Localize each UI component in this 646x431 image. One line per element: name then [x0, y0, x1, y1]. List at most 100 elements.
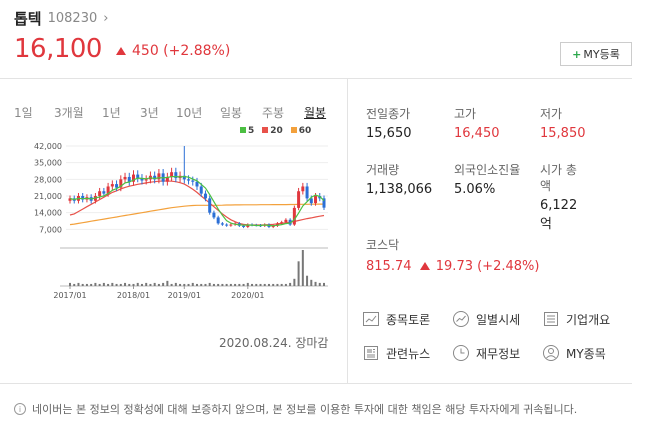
volume-bar — [246, 282, 249, 286]
stat-label: 시가 총액 — [540, 163, 577, 193]
legend-ma20: 20 — [262, 126, 283, 136]
link-label: 재무정보 — [476, 346, 521, 361]
stat-market-cap: 시가 총액 6,122억 — [540, 162, 577, 232]
volume-bar — [293, 278, 296, 286]
price-change-text: 450 (+2.88%) — [132, 43, 231, 59]
volume-bar — [314, 281, 317, 286]
period-tabs: 1일 3개월 1년 3년 10년 일봉 주봉 월봉 — [14, 104, 344, 121]
candle-body — [246, 224, 250, 227]
legend-label: 60 — [298, 126, 312, 136]
candle-body — [157, 173, 161, 180]
divider — [0, 383, 632, 384]
link-related-news[interactable]: 관련뉴스 — [362, 344, 430, 362]
y-tick-label: 7,000 — [39, 225, 62, 234]
my-register-label: MY등록 — [583, 48, 620, 61]
candle-body — [127, 176, 131, 182]
volume-bar — [90, 283, 93, 286]
my-register-button[interactable]: + MY등록 — [560, 42, 632, 66]
volume-bar — [85, 283, 88, 286]
link-financial-info[interactable]: 재무정보 — [452, 344, 520, 362]
candle-body — [301, 186, 305, 192]
volume-bar — [191, 282, 194, 286]
legend-label: 20 — [270, 126, 283, 136]
disclaimer-text: 네이버는 본 정보의 정확성에 대해 보증하지 않으며, 본 정보를 이용한 투… — [32, 403, 578, 416]
link-company-overview[interactable]: 기업개요 — [542, 310, 610, 328]
x-tick-label: 2020/01 — [231, 291, 264, 300]
volume-bar — [289, 282, 292, 286]
volume-bar — [323, 282, 325, 286]
candle-body — [225, 224, 229, 226]
link-label: 기업개요 — [566, 312, 611, 327]
trade-date: 2020.08.24. 장마감 — [219, 336, 329, 350]
kosdaq-value-row: 815.74 19.73 (+2.48%) — [366, 259, 539, 274]
kosdaq-value: 815.74 — [366, 259, 412, 274]
legend-ma60: 60 — [290, 126, 312, 136]
volume-bar — [153, 282, 156, 286]
tab-10y[interactable]: 10년 — [176, 106, 203, 120]
stat-foreign-ratio: 외국인소진율 5.06% — [454, 162, 526, 197]
stock-name[interactable]: 톱텍 — [14, 10, 42, 28]
y-tick-label: 28,000 — [34, 175, 62, 184]
chart-legend: 5 20 60 — [240, 126, 311, 136]
discussion-icon — [363, 312, 379, 326]
tab-3y[interactable]: 3년 — [140, 106, 159, 120]
link-discussion[interactable]: 종목토론 — [362, 310, 430, 328]
volume-bar — [183, 283, 186, 286]
candle-body — [216, 217, 220, 224]
kosdaq-label: 코스닥 — [366, 238, 400, 252]
link-daily-price[interactable]: 일별시세 — [452, 310, 520, 328]
volume-bar — [77, 282, 80, 286]
stock-code: 108230 — [47, 11, 98, 26]
volume-bar — [251, 283, 254, 286]
candle-body — [115, 184, 119, 188]
legend-swatch — [290, 127, 297, 133]
volume-bar — [284, 283, 287, 286]
price-chart[interactable]: 42,000 35,000 28,000 21,000 14,000 7,000 2017/… — [14, 138, 334, 310]
y-tick-label: 42,000 — [34, 142, 62, 151]
y-tick-label: 14,000 — [34, 209, 62, 218]
volume-bar — [73, 283, 76, 286]
candle-body — [144, 179, 148, 181]
stat-value: 15,650 — [366, 126, 412, 141]
link-label: MY종목 — [566, 346, 606, 361]
stat-low: 저가 15,850 — [540, 106, 586, 141]
tab-3m[interactable]: 3개월 — [54, 106, 84, 120]
volume-bar — [162, 282, 165, 286]
x-tick-label: 2017/01 — [53, 291, 86, 300]
candle-body — [212, 212, 216, 218]
stat-value: 5.06% — [454, 182, 496, 197]
stat-label: 전일종가 — [366, 107, 411, 121]
candle-body — [203, 193, 207, 199]
chevron-right-icon[interactable]: › — [103, 11, 109, 26]
ma60-line — [69, 203, 324, 226]
candle-body — [220, 223, 224, 225]
tab-monthly[interactable]: 월봉 — [304, 106, 327, 120]
plus-icon: + — [572, 47, 582, 61]
candle-body — [102, 191, 106, 194]
link-my-stocks[interactable]: MY종목 — [542, 344, 606, 362]
candle-body — [136, 174, 140, 179]
tab-1y[interactable]: 1년 — [102, 106, 121, 120]
volume-bar — [140, 283, 143, 286]
candle-body — [153, 175, 157, 180]
candle-body — [309, 198, 313, 204]
tab-weekly[interactable]: 주봉 — [262, 106, 285, 120]
volume-bar — [115, 283, 118, 286]
volume-bar — [166, 280, 169, 286]
candle-body — [284, 219, 288, 223]
list-icon — [544, 312, 558, 326]
price-change: 450 (+2.88%) — [116, 43, 230, 59]
link-label: 종목토론 — [386, 312, 431, 327]
clock-icon — [453, 345, 469, 361]
volume-bar — [272, 283, 275, 286]
kosdaq-index[interactable]: 코스닥 815.74 19.73 (+2.48%) — [366, 236, 539, 274]
tab-daily[interactable]: 일봉 — [220, 106, 243, 120]
candle-body — [305, 186, 309, 199]
candle-body — [195, 181, 199, 187]
candle-body — [98, 191, 102, 196]
stat-label: 거래량 — [366, 163, 400, 177]
volume-bar — [107, 283, 110, 286]
tab-1d[interactable]: 1일 — [14, 106, 33, 120]
stock-header[interactable]: 톱텍 108230 › — [14, 8, 108, 29]
volume-bar — [259, 283, 262, 286]
